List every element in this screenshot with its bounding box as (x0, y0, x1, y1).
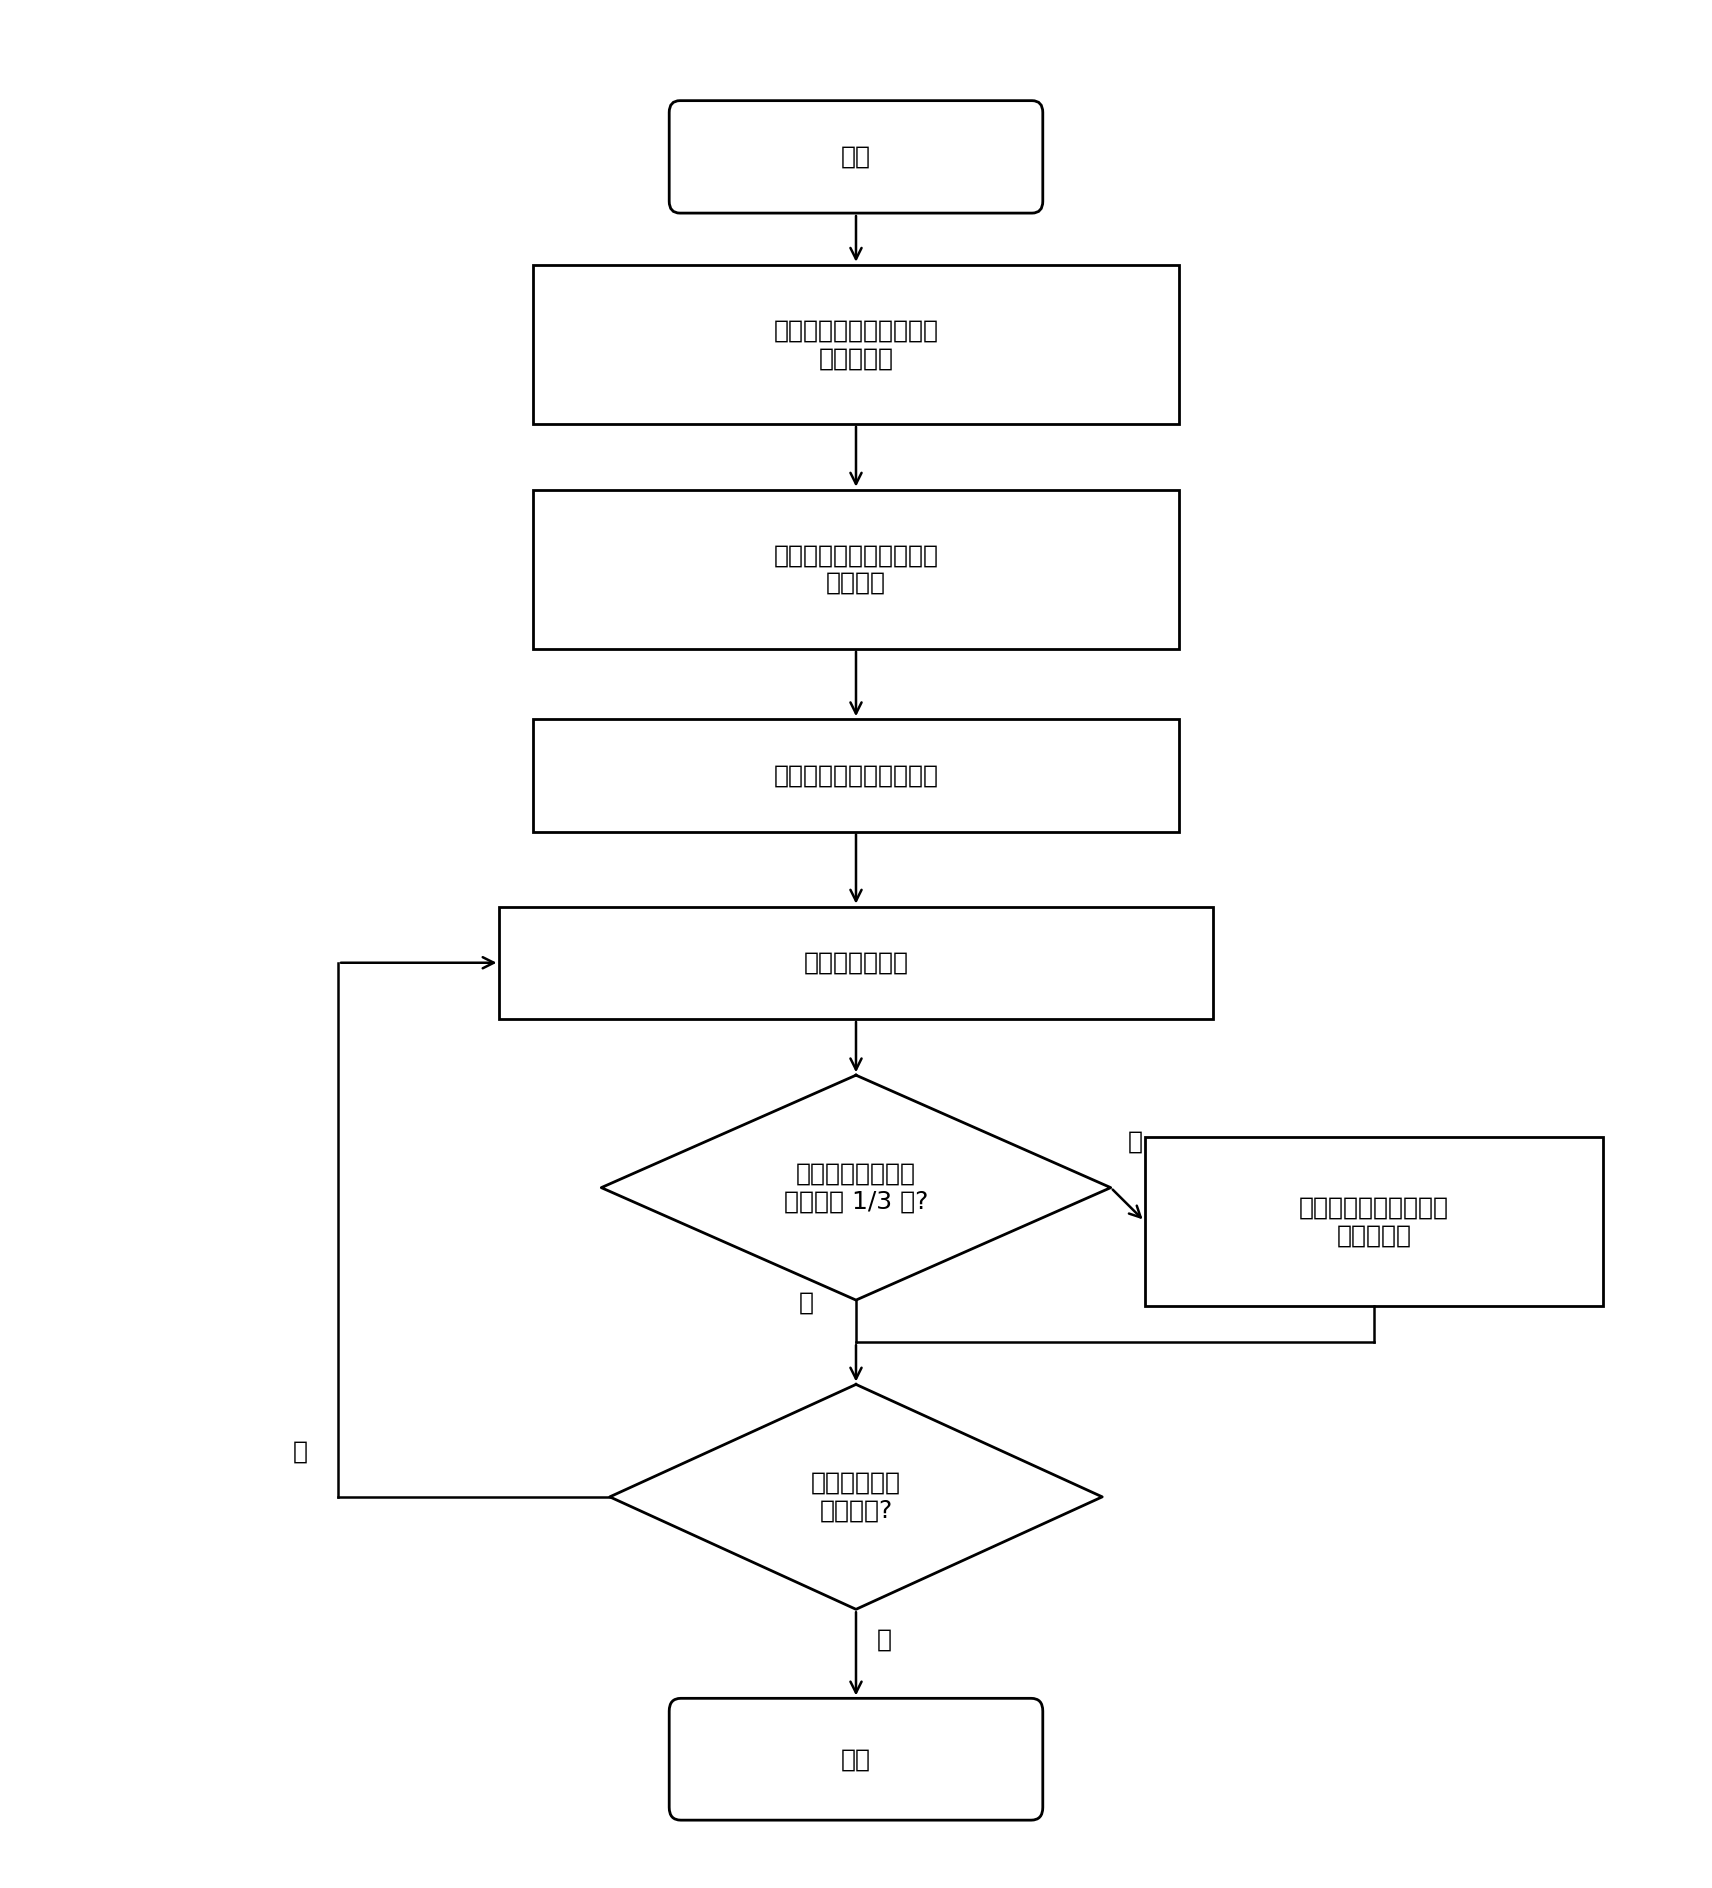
Bar (534, 489, 1178, 649)
Polygon shape (601, 1074, 1111, 1301)
Text: 否: 否 (293, 1439, 308, 1463)
Text: 将该边缘点标记为奇异
点，并去除: 将该边缘点标记为奇异 点，并去除 (1299, 1195, 1448, 1248)
Text: 用原边缘点集进行最小二
乘直线拟合: 用原边缘点集进行最小二 乘直线拟合 (774, 319, 938, 370)
Text: 取出一个边缘点: 取出一个边缘点 (803, 952, 909, 974)
Text: 是: 是 (1128, 1129, 1142, 1154)
Text: 所有边缘点都
遍历了吗?: 所有边缘点都 遍历了吗? (811, 1471, 901, 1524)
Bar (1145, 1137, 1602, 1306)
Bar (534, 719, 1178, 831)
FancyBboxPatch shape (669, 100, 1043, 213)
Text: 将距离从大到小进行排序: 将距离从大到小进行排序 (774, 763, 938, 787)
Bar (534, 264, 1178, 425)
Text: 是: 是 (877, 1627, 892, 1652)
Bar (500, 906, 1212, 1020)
FancyBboxPatch shape (669, 1699, 1043, 1820)
Text: 开始: 开始 (841, 145, 871, 168)
Text: 结束: 结束 (841, 1746, 871, 1771)
Polygon shape (609, 1384, 1103, 1609)
Text: 该点到直线距离属
于最远的 1/3 吗?: 该点到直线距离属 于最远的 1/3 吗? (784, 1161, 928, 1214)
Text: 否: 否 (798, 1290, 813, 1314)
Text: 计算每个边缘点到拟合直
线的距离: 计算每个边缘点到拟合直 线的距离 (774, 544, 938, 595)
